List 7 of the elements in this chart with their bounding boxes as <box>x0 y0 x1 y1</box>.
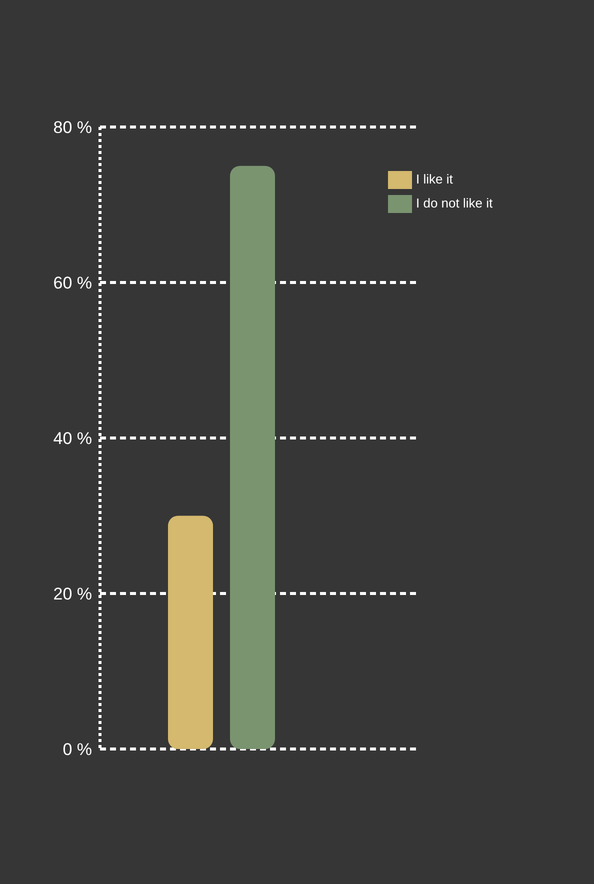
legend-label: I like it <box>416 171 453 186</box>
y-tick-label: 0 % <box>62 740 92 760</box>
legend-label: I do not like it <box>416 195 493 210</box>
y-tick-label: 80 % <box>53 118 92 138</box>
y-tick-label: 60 % <box>53 274 92 293</box>
y-tick-label: 40 % <box>53 429 92 448</box>
y-tick-label: 20 % <box>53 584 92 604</box>
